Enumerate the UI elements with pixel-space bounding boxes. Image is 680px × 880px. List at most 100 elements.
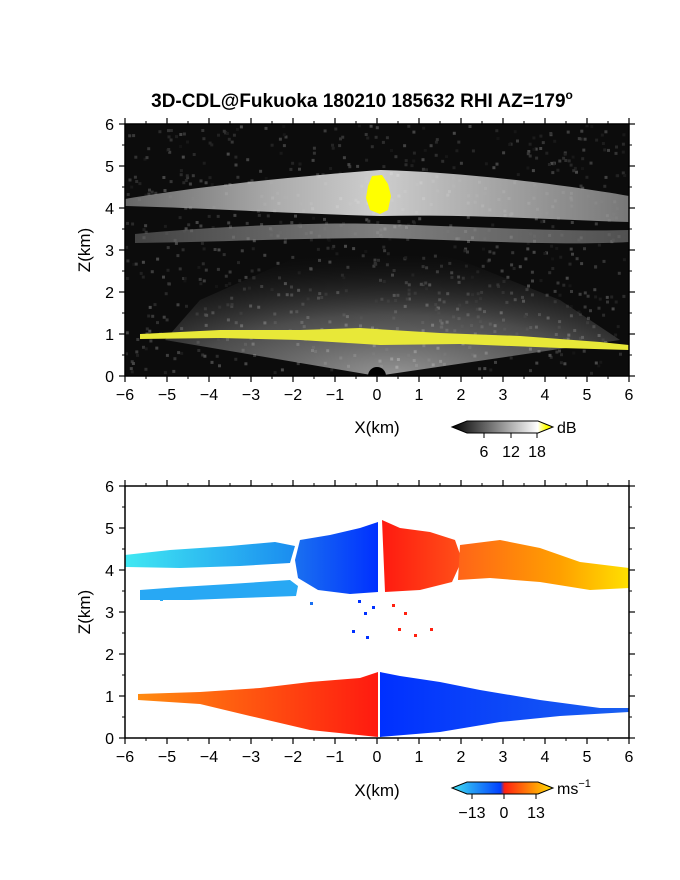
noise-pixel <box>526 152 530 156</box>
noise-pixel <box>278 137 282 141</box>
noise-pixel <box>569 247 573 251</box>
noise-pixel <box>581 167 584 171</box>
noise-pixel <box>601 142 605 145</box>
noise-pixel <box>202 279 206 283</box>
noise-pixel <box>487 258 491 262</box>
noise-pixel <box>492 251 496 255</box>
noise-pixel <box>266 214 270 218</box>
noise-pixel <box>183 279 187 283</box>
noise-pixel <box>411 220 415 224</box>
noise-pixel <box>582 349 586 353</box>
noise-pixel <box>250 179 254 183</box>
sparse-pixels <box>160 598 433 639</box>
noise-pixel <box>558 349 561 353</box>
noise-pixel <box>583 305 587 309</box>
velocity-lower-right <box>380 672 629 737</box>
noise-pixel <box>548 353 552 357</box>
noise-pixel <box>144 193 148 197</box>
velocity-y-tick-label: 0 <box>105 731 114 748</box>
noise-pixel <box>603 148 607 152</box>
velocity-field <box>125 520 629 737</box>
noise-pixel <box>539 134 543 138</box>
noise-pixel <box>551 171 555 175</box>
intensity-colorbar-tick-label: 12 <box>502 444 520 461</box>
noise-pixel <box>181 248 185 252</box>
noise-pixel <box>603 184 607 188</box>
intensity-x-ticks: −6 −5 −4 −3 −2 −1 0 1 2 3 4 5 6 <box>116 118 634 404</box>
noise-pixel <box>530 270 534 274</box>
noise-pixel <box>375 126 379 130</box>
noise-pixel <box>162 275 165 279</box>
intensity-x-tick-label: −6 <box>116 387 134 404</box>
noise-pixel <box>421 167 425 171</box>
noise-pixel <box>606 300 609 304</box>
noise-pixel <box>547 163 551 166</box>
noise-pixel <box>147 147 151 151</box>
noise-pixel <box>545 251 548 255</box>
noise-pixel <box>216 267 220 271</box>
noise-pixel <box>198 277 202 281</box>
noise-pixel <box>264 176 268 180</box>
noise-pixel <box>356 164 360 168</box>
noise-pixel <box>185 304 188 308</box>
noise-pixel <box>181 155 185 159</box>
noise-pixel <box>341 135 345 139</box>
noise-pixel <box>441 159 445 163</box>
noise-pixel <box>148 305 152 309</box>
noise-pixel <box>602 259 606 263</box>
noise-pixel <box>167 129 170 133</box>
velocity-x-axis-label: X(km) <box>354 781 399 800</box>
noise-pixel <box>298 167 301 171</box>
velocity-y-tick-label: 5 <box>105 521 114 538</box>
noise-pixel <box>204 268 208 272</box>
noise-pixel <box>327 238 331 242</box>
noise-pixel <box>406 238 410 241</box>
noise-pixel <box>239 125 243 129</box>
noise-pixel <box>166 246 170 250</box>
noise-pixel <box>323 217 326 221</box>
noise-pixel <box>404 163 408 167</box>
noise-pixel <box>282 125 286 128</box>
noise-pixel <box>236 175 240 179</box>
velocity-y-tick-label: 4 <box>105 563 114 580</box>
noise-pixel <box>597 243 601 247</box>
noise-pixel <box>312 146 316 150</box>
noise-pixel <box>245 221 249 225</box>
noise-pixel <box>578 292 582 296</box>
noise-pixel <box>445 155 448 159</box>
noise-pixel <box>135 350 139 354</box>
noise-pixel <box>467 240 470 243</box>
intensity-colorbar-bar <box>450 420 555 434</box>
noise-pixel <box>542 219 546 223</box>
noise-pixel <box>165 318 169 322</box>
noise-pixel <box>175 135 178 139</box>
noise-pixel <box>132 134 136 138</box>
noise-pixel <box>164 292 168 296</box>
intensity-y-tick-label: 3 <box>105 243 114 260</box>
velocity-x-tick-label: 5 <box>583 749 592 766</box>
noise-pixel <box>508 143 512 146</box>
noise-pixel <box>404 159 408 163</box>
noise-pixel <box>604 130 608 134</box>
noise-pixel <box>364 133 368 136</box>
noise-pixel <box>130 370 134 374</box>
velocity-core-positive <box>382 520 462 592</box>
noise-pixel <box>366 136 370 140</box>
noise-pixel <box>412 151 416 155</box>
noise-pixel <box>316 173 320 177</box>
velocity-y-ticks: 0 1 2 3 4 5 6 <box>105 479 635 748</box>
noise-pixel <box>478 367 482 371</box>
noise-pixel <box>216 214 220 218</box>
noise-pixel <box>545 151 549 155</box>
noise-pixel <box>526 241 530 245</box>
noise-pixel <box>186 176 190 180</box>
cloud-band-middle <box>135 223 629 244</box>
noise-pixel <box>331 146 335 150</box>
noise-pixel <box>452 131 456 135</box>
noise-pixel <box>622 133 626 137</box>
noise-pixel <box>150 270 154 274</box>
noise-pixel <box>224 131 228 135</box>
noise-pixel <box>600 133 604 137</box>
noise-pixel <box>273 371 277 375</box>
